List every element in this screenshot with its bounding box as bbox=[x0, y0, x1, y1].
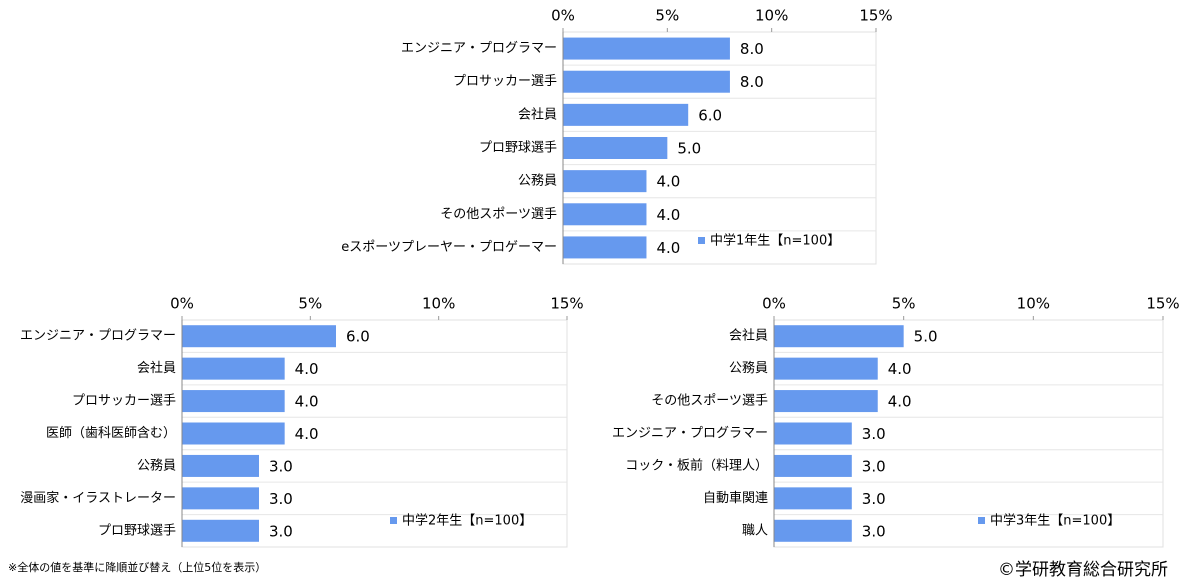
category-label: プロサッカー選手 bbox=[453, 74, 557, 89]
value-label: 4.0 bbox=[656, 173, 680, 191]
value-label: 6.0 bbox=[346, 328, 370, 346]
bar bbox=[182, 422, 285, 445]
value-label: 4.0 bbox=[295, 393, 319, 411]
category-label: 会社員 bbox=[518, 106, 557, 122]
bar bbox=[182, 325, 336, 348]
x-tick-label: 10% bbox=[755, 7, 788, 25]
x-tick-label: 0% bbox=[762, 295, 786, 313]
category-label: その他スポーツ選手 bbox=[440, 207, 557, 222]
category-label: 公務員 bbox=[137, 458, 176, 473]
value-label: 3.0 bbox=[269, 457, 293, 475]
value-label: 4.0 bbox=[295, 425, 319, 443]
x-tick-label: 15% bbox=[550, 295, 583, 313]
legend-label: 中学1年生【n=100】 bbox=[710, 233, 840, 249]
category-label: 自動車関連 bbox=[703, 491, 768, 506]
value-label: 3.0 bbox=[862, 490, 886, 508]
credit: ©学研教育総合研究所 bbox=[998, 560, 1168, 580]
value-label: 3.0 bbox=[862, 522, 886, 540]
category-label: 漫画家・イラストレーター bbox=[20, 490, 176, 506]
category-label: プロサッカー選手 bbox=[72, 394, 176, 409]
value-label: 3.0 bbox=[862, 457, 886, 475]
category-label: エンジニア・プログラマー bbox=[612, 426, 768, 441]
value-label: 4.0 bbox=[888, 360, 912, 378]
x-tick-label: 15% bbox=[859, 7, 892, 25]
category-label: エンジニア・プログラマー bbox=[20, 329, 176, 344]
value-label: 5.0 bbox=[677, 140, 701, 158]
bar bbox=[563, 70, 730, 93]
x-tick-label: 5% bbox=[655, 7, 679, 25]
bar bbox=[563, 137, 668, 159]
bar bbox=[563, 37, 730, 60]
value-label: 3.0 bbox=[269, 522, 293, 540]
category-label: eスポーツプレーヤー・プロゲーマー bbox=[341, 240, 557, 255]
bar bbox=[563, 236, 647, 259]
category-label: プロ野球選手 bbox=[479, 141, 557, 156]
x-tick-label: 5% bbox=[892, 295, 916, 313]
bar bbox=[182, 357, 285, 380]
value-label: 3.0 bbox=[862, 425, 886, 443]
x-tick-label: 0% bbox=[551, 7, 575, 25]
legend-swatch bbox=[390, 517, 397, 524]
value-label: 8.0 bbox=[740, 40, 764, 58]
category-label: その他スポーツ選手 bbox=[651, 394, 768, 409]
value-label: 4.0 bbox=[888, 393, 912, 411]
category-label: エンジニア・プログラマー bbox=[401, 41, 557, 56]
category-label: 会社員 bbox=[137, 360, 176, 376]
bar bbox=[774, 325, 904, 348]
bar bbox=[563, 203, 647, 226]
bar bbox=[774, 487, 852, 510]
x-tick-label: 10% bbox=[422, 295, 455, 313]
category-label: 公務員 bbox=[729, 361, 768, 376]
bar bbox=[182, 487, 259, 510]
bar bbox=[182, 390, 285, 413]
legend-swatch bbox=[978, 517, 985, 524]
bar bbox=[774, 454, 852, 477]
bar bbox=[563, 103, 689, 126]
value-label: 8.0 bbox=[740, 73, 764, 91]
footnote: ※全体の値を基準に降順並び替え（上位5位を表示） bbox=[8, 560, 266, 574]
x-tick-label: 15% bbox=[1146, 295, 1179, 313]
x-tick-label: 0% bbox=[170, 295, 194, 313]
legend-label: 中学2年生【n=100】 bbox=[402, 513, 532, 529]
value-label: 6.0 bbox=[698, 106, 722, 124]
bar bbox=[182, 519, 259, 542]
bar bbox=[774, 390, 878, 413]
bar bbox=[563, 170, 647, 193]
category-label: 公務員 bbox=[518, 174, 557, 189]
value-label: 4.0 bbox=[656, 206, 680, 224]
bar bbox=[774, 519, 852, 542]
category-label: 会社員 bbox=[729, 328, 768, 344]
category-label: 医師（歯科医師含む） bbox=[46, 425, 176, 441]
x-tick-label: 5% bbox=[298, 295, 322, 313]
category-label: プロ野球選手 bbox=[98, 523, 176, 538]
legend-swatch bbox=[698, 237, 705, 244]
value-label: 4.0 bbox=[656, 239, 680, 257]
category-label: コック・板前（料理人） bbox=[625, 457, 768, 473]
bar bbox=[774, 357, 878, 380]
value-label: 3.0 bbox=[269, 490, 293, 508]
x-tick-label: 10% bbox=[1017, 295, 1050, 313]
bar bbox=[774, 422, 852, 445]
value-label: 5.0 bbox=[914, 328, 938, 346]
value-label: 4.0 bbox=[295, 360, 319, 378]
bar bbox=[182, 454, 259, 477]
legend-label: 中学3年生【n=100】 bbox=[990, 513, 1120, 529]
category-label: 職人 bbox=[742, 523, 768, 538]
